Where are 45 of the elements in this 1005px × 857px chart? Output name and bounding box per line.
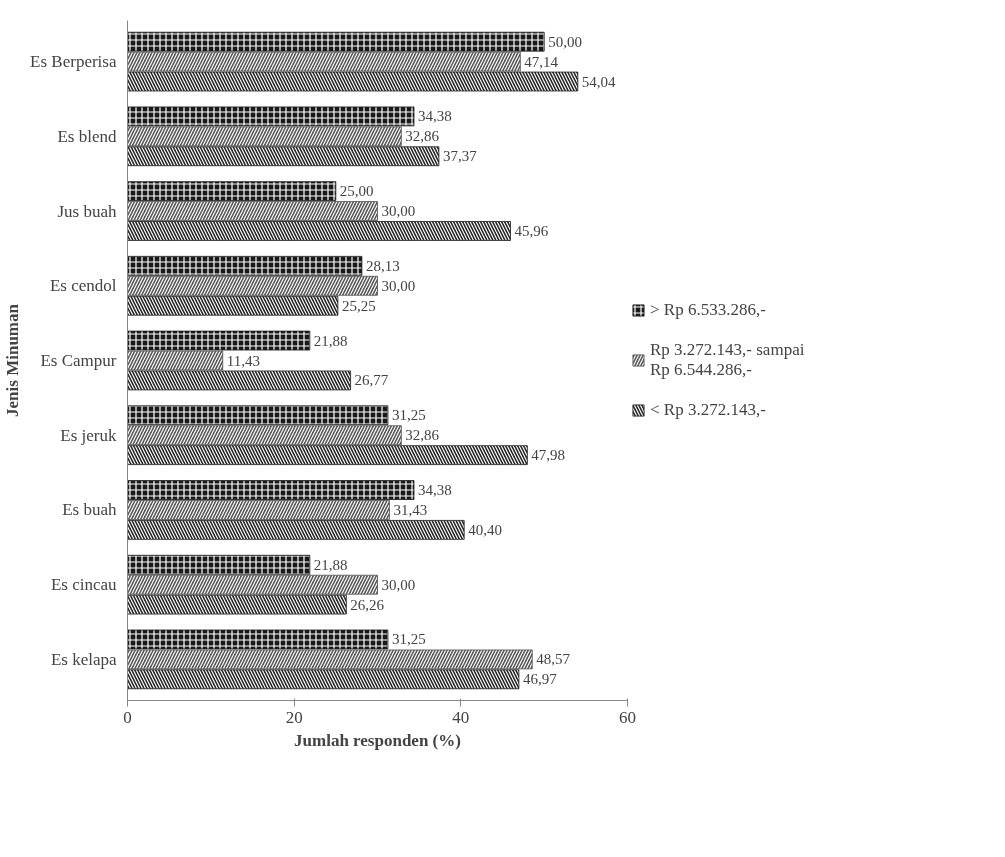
text: 30,00: [381, 576, 416, 593]
text: 34,38: [418, 108, 452, 125]
y-tick-label: Es cincau: [50, 575, 117, 595]
x-tick-label: 40: [452, 707, 470, 727]
text: 31,43: [393, 501, 428, 518]
text: 32,86: [405, 128, 440, 145]
legend-label: > Rp 6.533.286,-: [650, 300, 766, 320]
text: 28,13: [365, 257, 400, 274]
text: 47,98: [531, 447, 566, 464]
text: 48,57: [536, 651, 570, 668]
text: 26,77: [354, 372, 389, 389]
legend-label: Rp 3.272.143,- sampai Rp 6.544.286,-: [650, 340, 805, 380]
text: 25,00: [339, 183, 374, 200]
y-tick-label: Es buah: [62, 500, 117, 520]
text: 25,25: [341, 297, 376, 314]
text: 21,88: [313, 556, 348, 573]
legend-label: < Rp 3.272.143,-: [650, 400, 766, 420]
text: 31,25: [391, 407, 426, 424]
y-tick-label: Es kelapa: [50, 649, 117, 669]
text: 26,26: [350, 596, 385, 613]
y-tick-label: Es blend: [57, 126, 117, 146]
text: 11,43: [226, 352, 260, 369]
text: 37,37: [442, 148, 477, 165]
x-axis-title: Jumlah responden (%): [294, 730, 461, 750]
text: 40,40: [468, 521, 502, 538]
text: 31,25: [391, 631, 426, 648]
y-axis-title: Jenis Minuman: [3, 303, 23, 417]
y-tick-label: Es cendol: [49, 276, 117, 296]
text: 34,38: [418, 482, 452, 499]
text: 21,88: [313, 332, 348, 349]
y-tick-label: Jus buah: [57, 201, 117, 221]
text: 47,14: [524, 53, 559, 70]
x-tick-label: 0: [123, 707, 132, 727]
y-tick-label: Es jeruk: [60, 425, 117, 445]
text: 46,97: [522, 671, 557, 688]
text: 50,00: [548, 33, 582, 50]
y-tick-label: Es Berperisa: [30, 52, 117, 72]
x-tick-label: 20: [285, 707, 303, 727]
text: 30,00: [381, 277, 416, 294]
y-tick-label: Es Campur: [40, 351, 117, 370]
text: 54,04: [581, 73, 616, 90]
text: 45,96: [514, 222, 549, 239]
text: 30,00: [381, 203, 416, 220]
x-tick-label: 60: [619, 707, 636, 727]
text: 32,86: [405, 427, 440, 444]
